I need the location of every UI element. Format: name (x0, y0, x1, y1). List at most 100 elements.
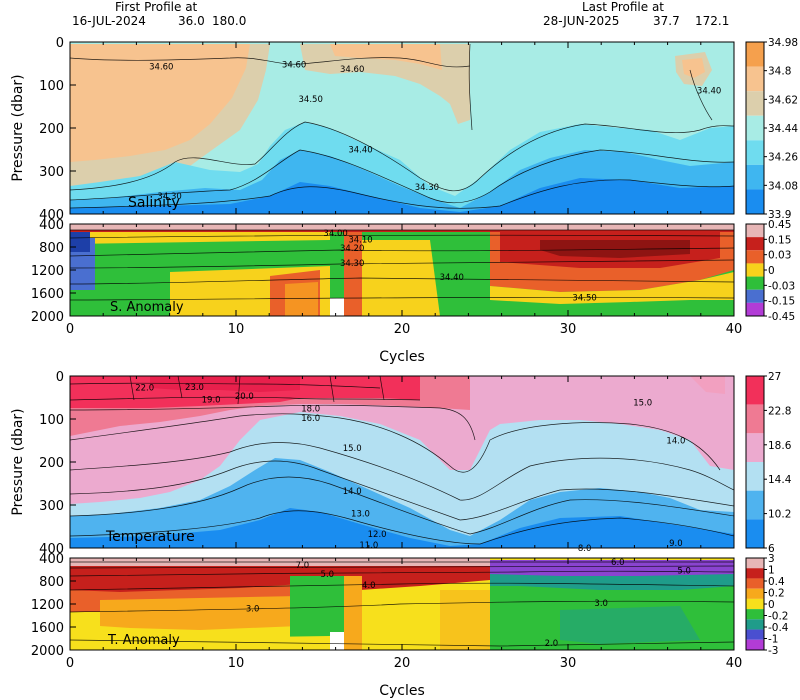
temperature-anomaly-panel: 400 800 1200 1600 2000 7.0 5.0 4.0 3.0 3.0 6.0 5.0… (31, 552, 735, 659)
temperature-colorbar-swatch (746, 462, 764, 491)
temperature-anomaly-panel-title: T. Anomaly (107, 633, 180, 648)
temperature-anomaly-colorbar-label: 0.2 (768, 588, 785, 600)
salinity-field (70, 42, 734, 214)
temperature-y-tick-label: 0 (56, 370, 64, 385)
temperature-anomaly-field (70, 558, 734, 650)
temperature-colorbar-swatch (746, 433, 764, 462)
x-tick-label: 30 (560, 322, 577, 337)
temperature-contour-label: 14.0 (343, 487, 362, 497)
salinity-colorbar-swatch (746, 164, 764, 190)
temperature-colorbar-label: 6 (768, 543, 775, 555)
upper-x-ticks: 0 10 20 30 40 (66, 322, 742, 337)
temperature-anomaly-colorbar-label: 0 (768, 599, 775, 611)
salinity-colorbar-swatch (746, 42, 764, 67)
temperature-anomaly-contour-labels: 7.0 5.0 4.0 3.0 3.0 6.0 5.0 2.0 (246, 558, 691, 649)
temperature-contour-label: 16.0 (301, 414, 320, 424)
salinity-anomaly-colorbar-swatch (746, 237, 764, 251)
temperature-anomaly-colorbar-label: 1 (768, 565, 775, 577)
temperature-anomaly-y-tick-label: 1600 (31, 621, 64, 636)
temperature-colorbar-label: 22.8 (768, 405, 791, 417)
last-profile-date: 28-JUN-2025 (543, 14, 619, 28)
salinity-colorbar-swatch (746, 140, 764, 165)
salinity-colorbar: 34.98 34.8 34.62 34.44 34.26 34.08 33.9 (745, 37, 798, 221)
salinity-anomaly-contour-label: 34.10 (348, 236, 372, 246)
salinity-anomaly-contour-label: 34.50 (572, 294, 596, 304)
temperature-contour-label: 15.0 (343, 444, 362, 454)
salinity-contour-label: 34.40 (697, 87, 721, 97)
temperature-anomaly-colorbar-swatch (746, 639, 764, 650)
temperature-contour-label: 19.0 (202, 396, 221, 406)
salinity-colorbar-label: 34.08 (768, 180, 798, 192)
x-tick-label: 10 (228, 656, 245, 671)
x-tick-label: 0 (66, 656, 74, 671)
first-profile-lat: 36.0 (178, 14, 205, 28)
salinity-anomaly-contour-label: 34.00 (323, 229, 347, 239)
salinity-anomaly-y-tick-label: 800 (39, 241, 64, 256)
salinity-anomaly-colorbar-label: 0.15 (768, 234, 791, 246)
temperature-y-tick-label: 400 (39, 542, 64, 557)
salinity-anomaly-y-tick-label: 400 (39, 218, 64, 233)
temperature-anomaly-contour-label: 3.0 (246, 605, 260, 615)
salinity-colorbar-label: 34.98 (768, 37, 798, 49)
salinity-anomaly-colorbar-swatch (746, 263, 764, 277)
salinity-contour-labels: 34.60 34.60 34.60 34.50 34.40 34.30 34.30 34.40 (149, 60, 721, 202)
salinity-contour-label: 34.40 (348, 146, 372, 156)
temperature-colorbar: 27 22.8 18.6 14.4 10.2 6 (745, 371, 792, 555)
temperature-anomaly-colorbar-label: -1 (768, 634, 778, 646)
temperature-anomaly-colorbar-swatch (746, 558, 764, 569)
temperature-contour-label: 9.0 (669, 539, 683, 549)
temperature-colorbar-label: 27 (768, 371, 781, 383)
temperature-anomaly-contour-label: 7.0 (296, 561, 310, 571)
temperature-anomaly-colorbar-swatch (746, 578, 764, 589)
temperature-colorbar-label: 10.2 (768, 509, 791, 521)
temperature-anomaly-colorbar-swatch (746, 629, 764, 640)
salinity-panel-title: Salinity (128, 195, 180, 211)
temperature-anomaly-colorbar-swatch (746, 588, 764, 599)
salinity-anomaly-y-tick-label: 2000 (31, 310, 64, 325)
temperature-anomaly-contour-label: 5.0 (677, 567, 691, 577)
salinity-contour-label: 34.60 (282, 60, 306, 70)
salinity-anomaly-colorbar-label: 0.45 (768, 219, 791, 231)
salinity-anomaly-colorbar: 0.45 0.15 0.03 0 -0.03 -0.15 -0.45 (745, 219, 795, 323)
x-tick-label: 0 (66, 322, 74, 337)
salinity-anomaly-y-tick-label: 1200 (31, 264, 64, 279)
temperature-field (70, 376, 734, 548)
salinity-anomaly-colorbar-label: 0.03 (768, 250, 791, 262)
first-profile-date: 16-JUL-2024 (72, 14, 146, 28)
salinity-anomaly-field (70, 224, 734, 316)
first-profile-lon: 180.0 (212, 14, 246, 28)
salinity-colorbar-label: 34.44 (768, 123, 798, 135)
temperature-anomaly-colorbar-label: 3 (768, 553, 775, 565)
salinity-anomaly-colorbar-label: 0 (768, 265, 775, 277)
temperature-y-tick-label: 200 (39, 456, 64, 471)
salinity-anomaly-colorbar-swatch (746, 250, 764, 264)
salinity-colorbar-swatch (746, 115, 764, 141)
salinity-anomaly-contour-label: 34.20 (340, 244, 364, 254)
temperature-anomaly-y-tick-label: 2000 (31, 644, 64, 659)
temperature-contour-label: 20.0 (235, 392, 254, 402)
salinity-anomaly-panel-title: S. Anomaly (110, 300, 184, 315)
temperature-anomaly-y-tick-label: 800 (39, 575, 64, 590)
temperature-anomaly-contour-label: 4.0 (362, 581, 376, 591)
salinity-colorbar-label: 34.62 (768, 94, 798, 106)
temperature-colorbar-swatch (746, 519, 764, 548)
temperature-contour-label: 14.0 (666, 437, 685, 447)
salinity-anomaly-colorbar-label: -0.03 (768, 280, 795, 292)
figure-header: First Profile at 16-JUL-2024 36.0 180.0 … (72, 0, 729, 28)
temperature-panel: 0 100 200 300 400 22.0 23.0 20.0 19.0 18.016.0 15… (39, 370, 735, 557)
salinity-contour-label: 34.50 (299, 95, 323, 105)
temperature-anomaly-contour-label: 6.0 (611, 558, 625, 568)
salinity-anomaly-contour-label: 34.30 (340, 259, 364, 269)
temperature-colorbar-label: 14.4 (768, 474, 792, 486)
salinity-contour-label: 34.60 (340, 65, 364, 75)
salinity-anomaly-colorbar-label: -0.45 (768, 311, 795, 323)
temperature-anomaly-contour-label: 3.0 (594, 599, 608, 609)
temperature-colorbar-swatch (746, 490, 764, 520)
x-tick-label: 40 (726, 322, 743, 337)
salinity-contour-lines (70, 43, 734, 209)
salinity-colorbar-label: 34.26 (768, 152, 798, 164)
temperature-panel-title: Temperature (105, 529, 195, 545)
